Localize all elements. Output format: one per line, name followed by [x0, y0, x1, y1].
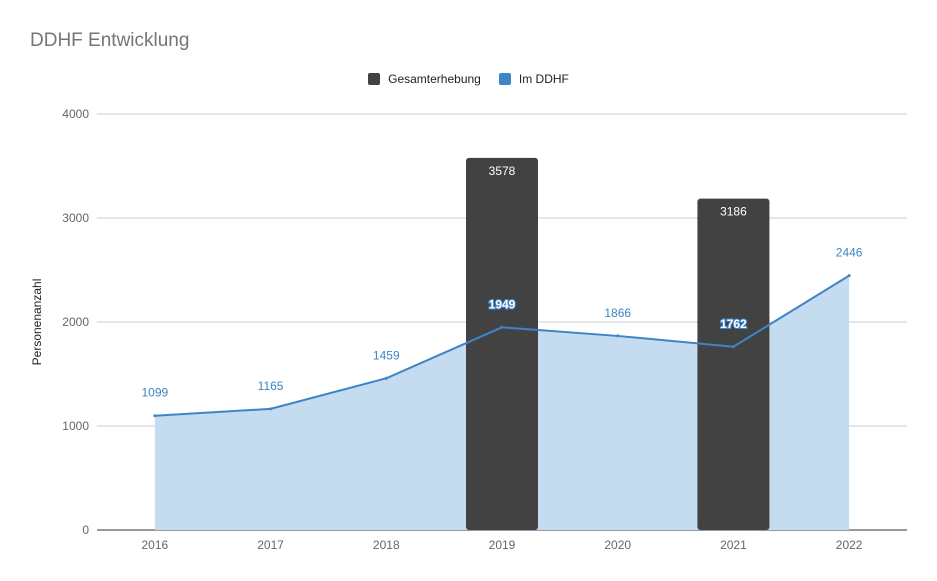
line-data-label: 1866: [604, 306, 631, 320]
bar-gesamterhebung-2021: [697, 198, 770, 530]
point-im-ddhf-2021: [731, 345, 735, 349]
y-tick-label: 3000: [62, 211, 89, 225]
chart-title: DDHF Entwicklung: [30, 30, 190, 51]
y-tick-label: 0: [82, 523, 89, 537]
point-im-ddhf-2017: [269, 407, 273, 411]
line-data-label: 2446: [836, 246, 863, 260]
point-im-ddhf-2016: [153, 414, 157, 418]
legend: Gesamterhebung Im DDHF: [0, 72, 937, 86]
y-tick-label: 4000: [62, 107, 89, 121]
x-tick-label: 2016: [142, 538, 169, 552]
y-tick-label: 2000: [62, 315, 89, 329]
legend-item-gesamterhebung[interactable]: Gesamterhebung: [368, 72, 481, 86]
bar-data-label: 3186: [720, 205, 747, 219]
line-data-label: 1949: [489, 297, 516, 311]
line-data-label: 1165: [258, 379, 284, 393]
point-im-ddhf-2022: [847, 274, 851, 278]
x-tick-label: 2018: [373, 538, 400, 552]
line-data-label: 1762: [720, 317, 747, 331]
legend-label-im-ddhf: Im DDHF: [518, 72, 569, 86]
legend-swatch-gesamterhebung: [368, 73, 381, 85]
x-tick-label: 2022: [836, 538, 863, 552]
legend-item-im-ddhf[interactable]: Im DDHF: [498, 72, 569, 86]
line-data-label: 1459: [373, 348, 400, 362]
x-tick-label: 2019: [489, 538, 516, 552]
point-im-ddhf-2019: [500, 325, 504, 329]
y-tick-label: 1000: [62, 419, 89, 433]
bar-gesamterhebung-2019: [466, 157, 538, 530]
line-data-label: 1099: [142, 386, 169, 400]
x-tick-label: 2021: [720, 538, 747, 552]
y-axis-label: Personenanzahl: [30, 279, 44, 366]
x-tick-label: 2020: [604, 538, 631, 552]
point-im-ddhf-2018: [384, 376, 388, 380]
x-tick-label: 2017: [257, 538, 284, 552]
point-im-ddhf-2020: [616, 334, 620, 338]
legend-swatch-im-ddhf: [498, 73, 511, 85]
bar-data-label: 3578: [489, 164, 516, 178]
legend-label-gesamterhebung: Gesamterhebung: [388, 72, 481, 86]
